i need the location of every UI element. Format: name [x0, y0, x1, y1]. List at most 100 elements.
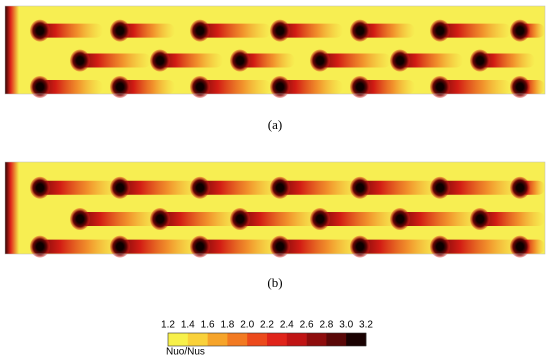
wake	[40, 239, 120, 254]
wake	[360, 23, 415, 38]
colorbar-segment	[286, 333, 307, 346]
inlet-band	[5, 6, 19, 94]
pin	[430, 75, 450, 98]
wake	[40, 180, 120, 195]
wake	[480, 53, 535, 68]
wake	[440, 23, 511, 38]
pin	[270, 19, 290, 42]
colorbar-tick-label: 3.0	[339, 320, 353, 331]
wake	[80, 212, 160, 227]
pin	[30, 75, 50, 98]
pin	[70, 49, 90, 72]
colorbar-tick-label: 2.6	[300, 320, 314, 331]
wake	[40, 23, 103, 38]
pin	[390, 208, 410, 231]
pin	[270, 235, 290, 258]
colorbar-tick-label: 2.2	[260, 320, 274, 331]
colorbar-tick-label: 3.2	[359, 320, 373, 331]
wake	[120, 239, 200, 254]
pin	[230, 49, 250, 72]
colorbar-tick-label: 1.4	[181, 320, 195, 331]
wake	[120, 23, 175, 38]
pin	[110, 75, 130, 98]
wake	[480, 212, 545, 227]
pin	[510, 75, 530, 98]
wake	[280, 79, 343, 94]
wake	[360, 79, 415, 94]
pin	[510, 235, 530, 258]
panel-label: (b)	[267, 275, 282, 290]
colorbar-title: Nuo/Nus	[166, 347, 205, 358]
pin	[430, 235, 450, 258]
pin	[150, 208, 170, 231]
frame	[4, 161, 546, 255]
wake	[200, 79, 271, 94]
pin	[310, 208, 330, 231]
pin	[30, 19, 50, 42]
colorbar-tick-label: 1.2	[161, 320, 175, 331]
pin	[270, 75, 290, 98]
wake	[400, 53, 463, 68]
wake	[80, 53, 151, 68]
inlet-band	[5, 162, 19, 254]
wake	[320, 212, 400, 227]
pin	[190, 75, 210, 98]
colorbar-segment	[326, 333, 347, 346]
colorbar-tick-label: 1.6	[201, 320, 215, 331]
colorbar-segment	[207, 333, 228, 346]
wake	[120, 79, 175, 94]
wake	[440, 79, 511, 94]
pin	[70, 208, 90, 231]
pin	[510, 176, 530, 199]
pin	[150, 49, 170, 72]
pin	[110, 176, 130, 199]
pin	[390, 49, 410, 72]
wake	[280, 180, 360, 195]
pin	[350, 19, 370, 42]
wake	[160, 53, 223, 68]
wake	[40, 79, 103, 94]
wake	[200, 239, 280, 254]
colorbar-segment	[306, 333, 327, 346]
pin	[310, 49, 330, 72]
pin	[270, 176, 290, 199]
pin	[470, 49, 490, 72]
pin	[190, 235, 210, 258]
colorbar-tick-label: 1.8	[220, 320, 234, 331]
wake	[200, 180, 280, 195]
pin	[430, 19, 450, 42]
pin	[430, 176, 450, 199]
colorbar-segment	[227, 333, 248, 346]
colorbar-tick-label: 2.8	[319, 320, 333, 331]
colorbar-frame	[167, 332, 367, 347]
contour-plot-a	[4, 5, 546, 98]
wake	[320, 53, 391, 68]
colorbar-segment	[247, 333, 268, 346]
pin	[190, 19, 210, 42]
colorbar-tick-label: 2.4	[280, 320, 294, 331]
contour-plot-b	[4, 161, 546, 258]
colorbar: 1.2 1.4 1.6 1.8 2.0 2.2 2.4 2.6 2.8 3.0 3.2	[161, 320, 373, 347]
wake	[400, 212, 480, 227]
wake	[240, 212, 320, 227]
pin	[470, 208, 490, 231]
colorbar-segment	[267, 333, 288, 346]
pin	[350, 235, 370, 258]
wake	[200, 23, 271, 38]
pin	[350, 75, 370, 98]
pin	[190, 176, 210, 199]
wake	[120, 180, 200, 195]
wake	[360, 239, 440, 254]
wake	[440, 239, 520, 254]
pin	[30, 176, 50, 199]
pin	[510, 19, 530, 42]
colorbar-tick-label: 2.0	[240, 320, 254, 331]
wake	[440, 180, 520, 195]
wake	[160, 212, 240, 227]
wake	[360, 180, 440, 195]
panel-label: (a)	[268, 117, 282, 132]
wake	[280, 239, 360, 254]
wake	[240, 53, 295, 68]
